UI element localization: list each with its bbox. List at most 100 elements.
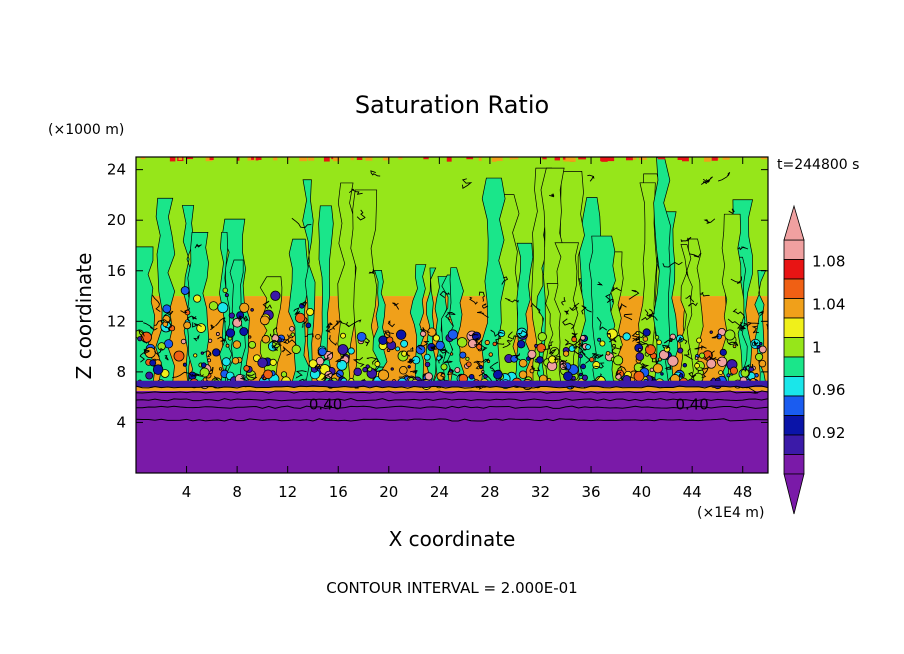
turbulence-cell [263, 369, 273, 380]
turbulence-cell [239, 302, 250, 313]
turbulence-cell [374, 361, 381, 367]
contour-squiggle [192, 322, 202, 328]
contour-squiggle [476, 358, 490, 366]
y-tick-label: 20 [107, 211, 126, 229]
turbulence-cell [677, 347, 684, 354]
x-axis-title: X coordinate [389, 527, 516, 551]
turbulence-cell [228, 312, 235, 319]
top-speckle [704, 157, 711, 162]
top-speckle [677, 157, 684, 161]
contour-squiggle [477, 311, 489, 318]
top-speckle [140, 157, 146, 160]
turbulence-cell [642, 336, 649, 342]
plume [432, 276, 449, 385]
colorbar-tick-label: 1.04 [812, 295, 845, 313]
turbulence-cell [645, 344, 656, 355]
turbulence-cell [386, 348, 391, 352]
colorbar-swatch [783, 376, 805, 397]
top-speckle [398, 157, 403, 160]
turbulence-cell [193, 353, 198, 358]
contour-squiggle [648, 313, 658, 321]
turbulence-cell [407, 365, 411, 369]
turbulence-cell [536, 356, 544, 364]
contour-squiggle [727, 318, 743, 327]
contour-squiggle [420, 327, 430, 334]
contour-squiggle [489, 361, 499, 373]
colorbar-swatch [783, 259, 805, 280]
contour-squiggle [514, 352, 522, 361]
turbulence-cell [218, 367, 223, 371]
contour-squiggle [151, 294, 161, 313]
turbulence-cell [401, 350, 408, 357]
turbulence-cell [173, 350, 185, 362]
contour-squiggle [203, 350, 212, 358]
turbulence-cell [424, 361, 431, 368]
turbulence-cell [589, 357, 595, 363]
contour-squiggle [751, 325, 759, 334]
contour-line [136, 390, 768, 394]
turbulence-cell [476, 343, 483, 350]
turbulence-cell [597, 337, 602, 342]
turbulence-cell [466, 361, 472, 368]
contour-squiggle [732, 308, 746, 318]
contour-squiggle [689, 252, 702, 258]
turbulence-cell [478, 365, 483, 370]
contour-squiggle [348, 188, 363, 195]
contour-squiggle [530, 302, 541, 314]
contour-squiggle [611, 345, 622, 355]
contour-squiggle [577, 341, 584, 347]
top-speckle [186, 157, 194, 160]
turbulence-cell [726, 373, 731, 378]
top-speckle [251, 157, 254, 160]
turbulence-cell [260, 315, 270, 326]
turbulence-cell [432, 334, 440, 342]
x-tick-label: 40 [632, 483, 651, 501]
contour-squiggle [398, 374, 416, 378]
turbulence-cell [518, 370, 528, 379]
contour-squiggle [443, 360, 454, 364]
contour-squiggle [730, 276, 743, 284]
contour-squiggle [553, 355, 565, 363]
turbulence-cell [537, 332, 547, 342]
turbulence-cell [424, 372, 433, 381]
region-dry-lower-layer [136, 390, 768, 473]
turbulence-cell [399, 366, 408, 375]
turbulence-cell [529, 368, 535, 374]
turbulence-cell [633, 370, 645, 382]
turbulence-cell [518, 358, 528, 368]
contour-squiggle [445, 312, 456, 321]
turbulence-cell [225, 343, 230, 348]
turbulence-cell [145, 371, 154, 380]
top-speckle [333, 157, 340, 162]
turbulence-cell [400, 339, 409, 348]
plume [259, 276, 283, 385]
contour-squiggle [596, 316, 608, 331]
turbulence-cell [395, 346, 401, 352]
contour-squiggle [628, 289, 640, 300]
contour-squiggle [631, 331, 641, 342]
contour-squiggle [473, 337, 480, 346]
colorbar-swatch [783, 317, 805, 338]
turbulence-cell [717, 356, 728, 367]
contour-line [136, 398, 768, 402]
colorbar: 0.92 0.96 1 1.04 1.08 [783, 204, 845, 515]
turbulence-cell [755, 352, 764, 361]
contour-squiggle [163, 310, 174, 317]
contour-squiggle [269, 326, 278, 338]
x-tick-label: 8 [232, 483, 242, 501]
turbulence-cell [162, 314, 171, 323]
contour-squiggle [301, 321, 307, 328]
contour-squiggle [293, 307, 301, 316]
top-speckle [466, 157, 474, 160]
top-speckle [478, 157, 482, 161]
contour-squiggle [191, 373, 204, 377]
contour-squiggle [430, 345, 437, 350]
contour-squiggle [561, 359, 568, 370]
turbulence-cell [486, 359, 491, 364]
top-speckle [237, 157, 240, 161]
turbulence-cell [257, 357, 268, 368]
turbulence-cell [315, 333, 321, 340]
contour-squiggle [606, 332, 612, 340]
contour-squiggle [530, 365, 541, 372]
